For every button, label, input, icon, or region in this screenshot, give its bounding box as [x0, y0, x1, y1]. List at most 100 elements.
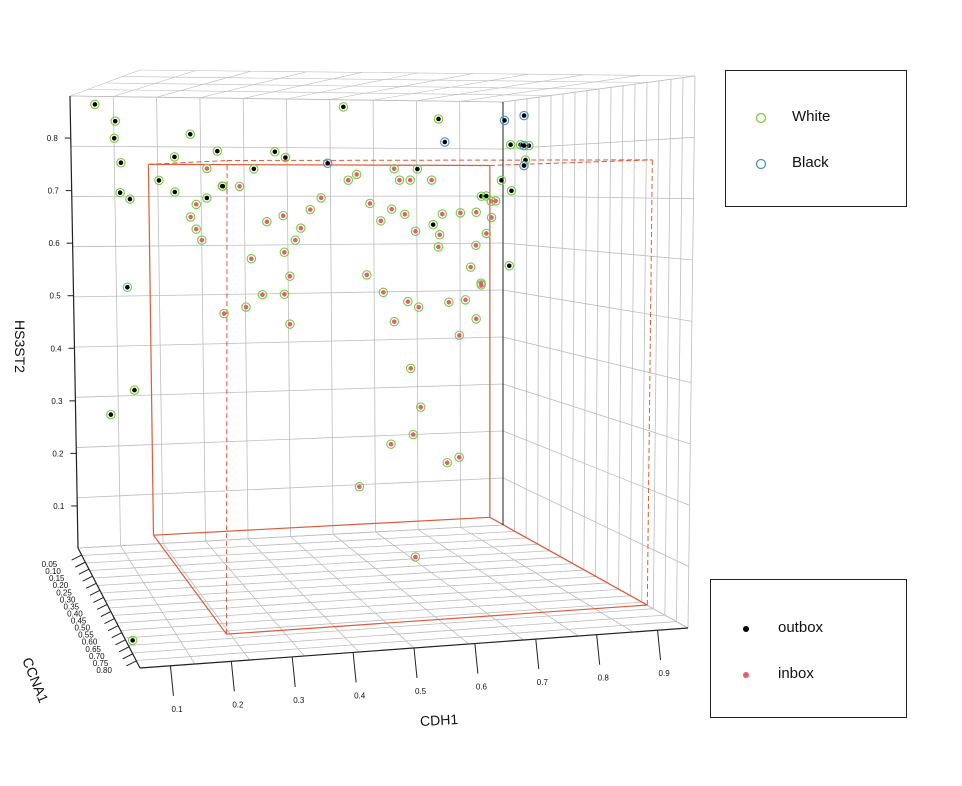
point-inbox — [354, 172, 359, 177]
point-outbox — [172, 189, 178, 195]
point-ring — [519, 140, 529, 151]
point-outbox — [219, 183, 225, 189]
point-outbox — [499, 178, 504, 183]
z-tick-label: 0.45 — [71, 617, 87, 626]
point-ring — [290, 235, 301, 245]
point-ring — [405, 175, 415, 185]
grid-line — [560, 93, 564, 558]
grid-line — [122, 76, 648, 83]
grid-line — [108, 576, 596, 609]
point-ring — [278, 210, 288, 221]
grid-line — [502, 383, 691, 445]
grid-line — [329, 99, 334, 535]
x-tick — [657, 630, 662, 661]
open-circle-icon — [755, 112, 767, 124]
selection-box-edge — [152, 534, 227, 635]
point-inbox — [484, 231, 489, 236]
grid-line — [156, 97, 164, 544]
x-tick-label: 0.1 — [171, 705, 183, 714]
point-ring — [170, 187, 180, 197]
y-axis-line — [69, 95, 79, 549]
grid-line — [415, 100, 419, 530]
point-ring — [262, 216, 272, 227]
point-ring — [191, 199, 201, 210]
x-axis-title: CDH1 — [419, 711, 459, 729]
x-tick-label: 0.2 — [232, 700, 244, 709]
legend-item-black: Black — [726, 151, 906, 175]
point-inbox — [456, 454, 462, 460]
point-ring — [433, 114, 444, 124]
grid-line — [136, 621, 677, 661]
point-ring — [217, 181, 228, 191]
point-ring — [476, 280, 486, 290]
point-ring — [412, 164, 423, 174]
legend-item-outbox: outbox — [711, 616, 906, 640]
selection-box-edge — [489, 159, 653, 166]
point-inbox — [307, 207, 313, 212]
x-tick-label: 0.9 — [659, 669, 671, 678]
z-tick-label: 0.05 — [42, 560, 58, 569]
point-inbox — [436, 244, 441, 250]
point-inbox — [293, 237, 298, 243]
z-tick-label: 0.10 — [45, 567, 61, 576]
selection-box-edge — [147, 164, 155, 536]
point-inbox — [468, 264, 473, 270]
grid-line — [502, 477, 689, 568]
point-ring — [471, 207, 481, 217]
point-outbox — [415, 166, 420, 172]
point-outbox — [502, 118, 507, 123]
point-inbox — [249, 256, 254, 262]
point-outbox — [187, 131, 193, 137]
grid-line — [76, 430, 504, 448]
z-tick-label: 0.70 — [89, 652, 105, 661]
point-inbox — [287, 321, 293, 327]
point-ring — [338, 102, 349, 112]
grid-line — [286, 98, 291, 537]
point-inbox — [264, 219, 270, 225]
point-inbox — [418, 404, 424, 410]
grid-line — [124, 601, 642, 639]
selection-box-edge — [153, 516, 490, 536]
point-inbox — [457, 333, 462, 338]
point-ring — [403, 296, 413, 307]
point-inbox — [493, 198, 498, 204]
grid-line — [69, 95, 504, 103]
z-axis-line — [77, 547, 141, 669]
point-outbox — [508, 142, 513, 148]
point-inbox — [243, 304, 249, 310]
point-inbox — [397, 177, 402, 183]
point-outbox — [172, 154, 177, 160]
point-ring — [400, 209, 410, 220]
point-inbox — [413, 554, 418, 560]
z-tick — [86, 582, 97, 589]
point-ring — [465, 262, 476, 272]
point-ring — [296, 223, 306, 233]
y-tick-label: 0.3 — [51, 397, 63, 406]
point-outbox — [341, 104, 346, 110]
grid-line — [70, 145, 504, 150]
z-tick-label: 0.15 — [49, 574, 65, 583]
grid-line — [502, 242, 693, 261]
point-ring — [122, 282, 133, 293]
y-tick-label: 0.7 — [48, 187, 60, 196]
z-tick-label: 0.60 — [82, 638, 98, 647]
point-outbox — [436, 116, 441, 122]
point-ring — [410, 226, 421, 236]
point-outbox — [251, 166, 257, 172]
point-ring — [197, 235, 207, 245]
point-ring — [426, 175, 437, 185]
point-ring — [386, 204, 397, 214]
x-tick — [413, 647, 418, 679]
point-outbox — [127, 196, 133, 202]
point-ring — [351, 169, 362, 180]
point-ring — [362, 270, 372, 280]
point-ring — [454, 452, 464, 463]
point-outbox — [521, 143, 527, 148]
z-tick-label: 0.75 — [93, 659, 109, 668]
point-inbox — [280, 213, 286, 218]
point-ring — [506, 186, 517, 196]
point-ring — [519, 110, 529, 121]
z-tick — [118, 646, 130, 653]
point-inbox — [444, 460, 450, 465]
grid-line — [502, 136, 695, 150]
